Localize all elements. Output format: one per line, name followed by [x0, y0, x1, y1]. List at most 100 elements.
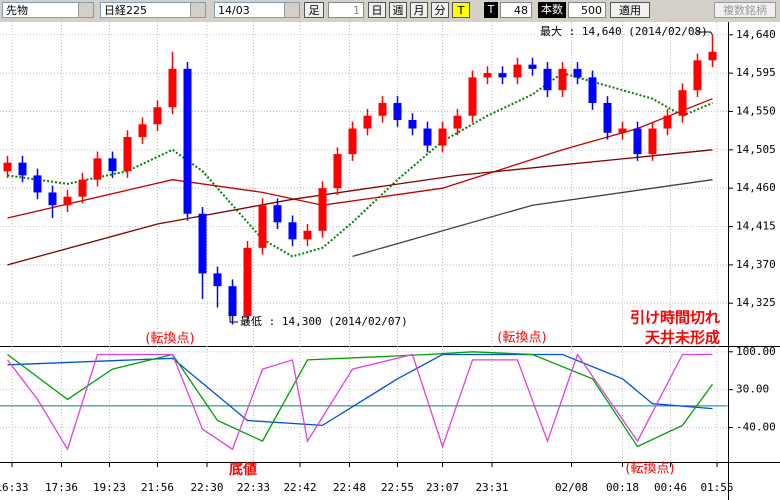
indicator-line	[7, 149, 713, 266]
candle-body	[318, 188, 327, 231]
candle-body	[183, 68, 192, 214]
close-note: 引け時間切れ	[630, 309, 720, 327]
x-tick-label: 19:23	[93, 481, 126, 494]
y-tick-label: 14,370	[736, 258, 776, 271]
candle-body	[18, 162, 27, 176]
y-tick-label: 14,325	[736, 296, 776, 309]
indicator-line	[7, 72, 713, 258]
candle-body	[213, 273, 222, 287]
candle-body	[663, 115, 672, 129]
indicator-line	[352, 179, 713, 258]
candle-body	[588, 77, 597, 103]
candle-body	[123, 137, 132, 172]
candle-body	[78, 179, 87, 197]
candle-body	[168, 68, 177, 108]
candle-body	[63, 196, 72, 206]
candle-body	[348, 128, 357, 155]
candle-body	[363, 115, 372, 129]
x-tick-label: 23:31	[475, 481, 508, 494]
candle-body	[498, 73, 507, 78]
x-tick-label: 17:36	[45, 481, 78, 494]
candle-body	[138, 124, 147, 138]
index-select[interactable]: 日経225	[100, 2, 206, 18]
bottom-note: 底値	[229, 461, 257, 478]
candle-body	[408, 120, 417, 129]
period-button[interactable]: 週	[389, 2, 407, 18]
close-note: 天井未形成	[645, 329, 720, 347]
candle-body	[33, 175, 42, 193]
candle-body	[573, 68, 582, 78]
candle-body	[303, 230, 312, 240]
candle-body	[543, 68, 552, 91]
y-tick-label: 14,415	[736, 220, 776, 233]
candle-body	[603, 102, 612, 133]
candle-body	[513, 64, 522, 78]
x-tick-label: 00:18	[606, 481, 639, 494]
market-select[interactable]: 先物	[2, 2, 94, 18]
y-tick-label: 30.00	[736, 383, 769, 396]
candle-body	[558, 68, 567, 91]
contract-select[interactable]: 14/03	[214, 2, 300, 18]
candle-body	[393, 102, 402, 121]
candle-body	[198, 213, 207, 274]
x-tick-label: 22:48	[333, 481, 366, 494]
candle-body	[228, 286, 237, 317]
candle-body	[678, 90, 687, 116]
candle-body	[708, 51, 717, 61]
candle-body	[378, 102, 387, 116]
candle-body	[243, 247, 252, 317]
candle-body	[453, 115, 462, 129]
candle-body	[333, 154, 342, 189]
candle-body	[528, 64, 537, 69]
candle-body	[258, 205, 267, 248]
x-tick-label: 21:56	[141, 481, 174, 494]
indicator-line	[7, 351, 714, 448]
candle-body	[633, 128, 642, 155]
candle-body	[618, 128, 627, 133]
candle-body	[288, 222, 297, 240]
candle-body	[108, 158, 117, 172]
y-tick-label: 14,595	[736, 66, 776, 79]
turn-note: (転換点)	[145, 332, 194, 347]
candle-body	[693, 60, 702, 91]
candle-body	[93, 158, 102, 180]
candle-body	[3, 162, 12, 172]
bar-label: 足	[304, 2, 324, 18]
candle-body	[648, 128, 657, 155]
min-arrow	[229, 312, 238, 323]
x-tick-label: 16:33	[0, 481, 29, 494]
x-tick-label: 22:30	[190, 481, 223, 494]
candle-body	[438, 128, 447, 146]
candle-body	[153, 107, 162, 125]
t-label: T	[484, 2, 498, 18]
x-tick-label: 23:07	[426, 481, 459, 494]
multi-button[interactable]: 複数銘柄	[714, 2, 776, 18]
y-tick-label: -40.00	[736, 421, 776, 434]
period-button[interactable]: 分	[431, 2, 449, 18]
y-tick-label: 14,550	[736, 104, 776, 117]
candle-body	[483, 73, 492, 78]
y-tick-label: 14,640	[736, 28, 776, 41]
background	[0, 22, 780, 500]
min-note: 最低 : 14,300 (2014/02/07)	[240, 315, 408, 328]
candle-body	[468, 77, 477, 116]
x-tick-label: 01:55	[700, 481, 733, 494]
count-input[interactable]: 500	[568, 2, 606, 18]
x-tick-label: 00:46	[654, 481, 687, 494]
toolbar: 先物 日経225 14/03 足 1 日 週 月 分 T T 48 本数 500…	[0, 0, 780, 23]
turn-note: (転換点)	[625, 462, 674, 477]
candle-body	[273, 205, 282, 223]
t-input[interactable]: 48	[500, 2, 532, 18]
apply-button[interactable]: 適用	[610, 2, 650, 18]
x-tick-label: 22:42	[283, 481, 316, 494]
period-button[interactable]: 月	[410, 2, 428, 18]
tick-button[interactable]: T	[452, 2, 470, 18]
indicator-line	[6, 353, 713, 451]
bar-input[interactable]: 1	[328, 2, 364, 18]
period-button[interactable]: 日	[368, 2, 386, 18]
max-arrow	[697, 31, 713, 36]
candle-body	[423, 128, 432, 146]
